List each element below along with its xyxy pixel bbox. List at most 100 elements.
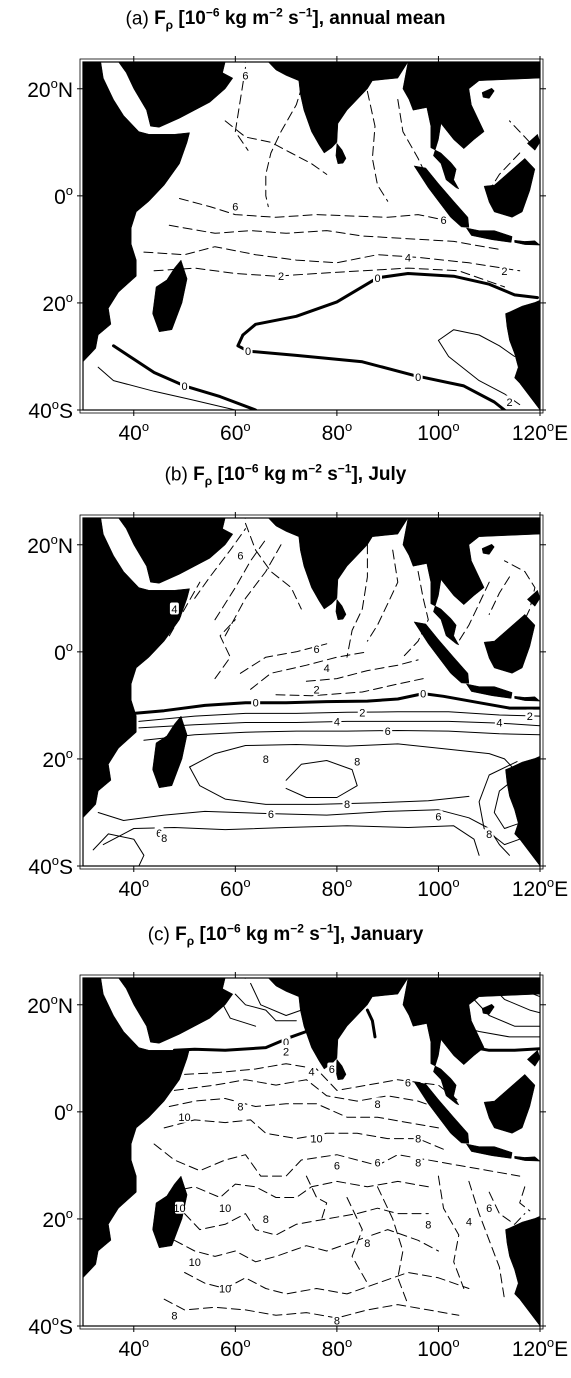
contour-label-bg	[240, 68, 250, 81]
negative-contour-line	[184, 1207, 429, 1236]
negative-contour-line	[194, 528, 246, 599]
contour-label-bg	[235, 1099, 245, 1112]
panel-c-title: (c) Fρ [10−6 kg m−2 s−1], January	[147, 922, 424, 949]
contour-label: 0	[283, 1037, 289, 1049]
map-area: 6 6 6 4 2 2 0 0 0 0 2	[83, 62, 540, 410]
negative-contour-line	[179, 198, 444, 221]
lat-tick-label: 20oN	[27, 992, 73, 1018]
positive-contour-line	[285, 760, 358, 798]
land-africa	[83, 518, 190, 819]
contour-label-bg	[281, 1044, 291, 1057]
contour-label-bg	[266, 807, 276, 820]
land-sumatra	[413, 621, 470, 684]
contour-label-bg	[484, 827, 494, 840]
map-frame	[82, 517, 541, 867]
contour-label-bg	[169, 602, 179, 615]
contour-label: 6	[385, 726, 391, 738]
lon-tick-label: 40o	[118, 419, 149, 445]
map-frame	[82, 61, 541, 411]
panel-a-title: (a) Fρ [10−6 kg m−2 s−1], annual mean	[125, 6, 446, 33]
contour-label: 4	[308, 1067, 314, 1079]
negative-contour-line	[163, 1298, 460, 1319]
contour-label-bg	[332, 714, 342, 727]
positive-contour-line	[138, 711, 540, 722]
contour-label-bg	[281, 1035, 291, 1048]
contour-label: 4	[334, 716, 340, 728]
land-java	[465, 1143, 513, 1159]
land-philip	[526, 133, 540, 151]
contour-label: 2	[314, 684, 320, 696]
contour-label-bg	[312, 682, 322, 695]
contour-label: 6	[440, 215, 446, 227]
contour-label: 2	[501, 266, 507, 278]
positive-contour-line	[468, 993, 540, 1027]
contour-label: 8	[171, 1310, 177, 1322]
contour-label-bg	[169, 1308, 179, 1321]
contour-label-bg	[180, 379, 190, 392]
contour-label-bg	[499, 264, 509, 277]
land-australia	[505, 755, 540, 866]
contour-label: 8	[364, 1238, 370, 1250]
land-hainan	[481, 87, 495, 99]
land-arabia	[118, 518, 234, 584]
contour-label: 8	[263, 754, 269, 766]
contour-label-bg	[180, 1110, 190, 1123]
lat-tick-label: 20o	[42, 290, 73, 316]
lat-tick-label: 0o	[54, 183, 73, 209]
contour-label-bg	[403, 250, 413, 263]
contour-label-bg	[464, 1215, 474, 1228]
contour-label: 0	[374, 273, 380, 285]
contour-label: 10	[178, 1112, 190, 1124]
negative-contour-line	[184, 1272, 470, 1295]
contour-label: 2	[278, 271, 284, 283]
land-india	[267, 978, 409, 1070]
contour-label: 6	[374, 1158, 380, 1170]
land-borneo	[483, 158, 536, 218]
contour-label: 6	[435, 812, 441, 824]
contour-label-bg	[261, 1212, 271, 1225]
positive-contour-line	[250, 982, 302, 1016]
lat-tick-label: 20oN	[27, 532, 73, 558]
negative-contour-line	[458, 581, 490, 642]
lon-tick-label: 40o	[118, 1335, 149, 1361]
negative-contour-line	[168, 581, 201, 637]
contour-label: 0	[253, 698, 259, 710]
lat-tick-label: 40oS	[28, 397, 73, 423]
lon-tick-label: 120oE	[512, 419, 568, 445]
lon-tick-label: 60o	[220, 875, 251, 901]
contour-label-bg	[312, 1132, 322, 1145]
panel-b-title: (b) Fρ [10−6 kg m−2 s−1], July	[164, 462, 407, 489]
contour-label-bg	[418, 687, 428, 700]
contour-label: 10	[173, 1203, 185, 1215]
contour-label: 8	[161, 833, 167, 845]
contour-label-bg	[505, 395, 515, 408]
land-indochina	[402, 518, 540, 646]
contour-label: 8	[415, 1158, 421, 1170]
contour-label-bg	[235, 548, 245, 561]
contour-label-bg	[332, 1158, 342, 1171]
contour-label-bg	[357, 705, 367, 718]
contour-label: 0	[245, 346, 251, 358]
land-africa	[83, 978, 190, 1279]
land-borneo	[483, 614, 536, 674]
contour-label: 8	[415, 1134, 421, 1146]
contour-label: 6	[334, 1160, 340, 1172]
panel-a-map: 6 6 6 4 2 2 0 0 0 0 2 40o 60o 80o 100o 120oE 20oN 0o 20o 40…	[27, 56, 568, 445]
zero-contour-line	[132, 692, 540, 715]
contour-label-bg	[342, 797, 352, 810]
lat-tick-label: 20oN	[27, 76, 73, 102]
positive-contour-line	[143, 730, 540, 741]
lat-tick-label: 40oS	[28, 853, 73, 879]
contour-label-bg	[373, 271, 383, 284]
lon-tick-label: 80o	[322, 419, 353, 445]
contour-label-bg	[373, 1097, 383, 1110]
land-sumatra	[413, 165, 470, 228]
contour-label: 6	[486, 1203, 492, 1215]
land-philip	[526, 589, 540, 607]
contour-label: 6	[237, 550, 243, 562]
land-africa	[83, 62, 190, 363]
land-india	[267, 518, 409, 610]
land-java	[465, 683, 513, 699]
map-area: 02 4 6 6 8 8 10 10 8 6 6 8 10 10 8 6 4 8 8 10 10 8 8	[83, 978, 540, 1326]
lat-tick-label: 20o	[42, 746, 73, 772]
